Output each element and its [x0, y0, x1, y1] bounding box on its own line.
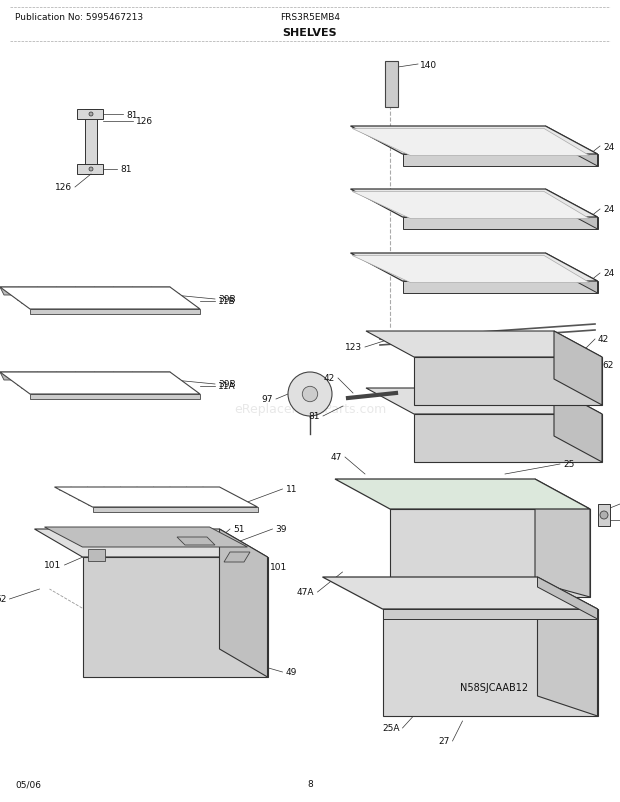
Polygon shape	[538, 577, 598, 619]
Text: 51: 51	[233, 525, 244, 534]
Text: 126: 126	[136, 117, 153, 127]
Text: 11: 11	[285, 485, 297, 494]
Text: 123: 123	[345, 343, 362, 352]
Polygon shape	[350, 253, 598, 282]
Polygon shape	[538, 577, 598, 716]
Polygon shape	[352, 129, 590, 156]
Text: 27: 27	[438, 736, 450, 746]
Polygon shape	[77, 110, 103, 119]
Polygon shape	[35, 529, 267, 557]
Polygon shape	[335, 480, 590, 509]
Polygon shape	[322, 577, 598, 610]
Polygon shape	[383, 610, 598, 716]
Text: eReplacementParts.com: eReplacementParts.com	[234, 403, 386, 416]
Polygon shape	[82, 557, 267, 677]
Polygon shape	[598, 504, 610, 526]
Polygon shape	[390, 509, 590, 517]
Text: 11A: 11A	[218, 382, 236, 391]
Text: 39: 39	[275, 525, 287, 534]
Polygon shape	[535, 480, 590, 597]
Text: 81: 81	[126, 111, 138, 119]
Polygon shape	[366, 388, 602, 415]
Polygon shape	[55, 488, 257, 508]
Text: 47: 47	[330, 453, 342, 462]
Polygon shape	[402, 282, 598, 294]
Text: 39B: 39B	[218, 380, 236, 389]
Text: 81: 81	[120, 165, 131, 174]
Polygon shape	[383, 610, 598, 619]
Text: 24: 24	[603, 269, 614, 278]
Text: 05/06: 05/06	[15, 780, 41, 788]
Text: 49: 49	[285, 668, 297, 677]
Text: 101: 101	[44, 561, 61, 569]
Polygon shape	[385, 62, 398, 107]
Text: 11B: 11B	[218, 297, 236, 306]
Polygon shape	[177, 537, 215, 545]
Circle shape	[600, 512, 608, 520]
Text: Publication No: 5995467213: Publication No: 5995467213	[15, 14, 143, 22]
Polygon shape	[0, 373, 200, 395]
Polygon shape	[0, 373, 174, 380]
Polygon shape	[352, 256, 590, 283]
Polygon shape	[77, 164, 103, 175]
Polygon shape	[546, 190, 598, 229]
Text: 47A: 47A	[297, 588, 314, 597]
Circle shape	[89, 168, 93, 172]
Text: 101: 101	[270, 563, 287, 572]
Polygon shape	[85, 110, 97, 175]
Polygon shape	[224, 553, 250, 562]
Text: 97: 97	[262, 395, 273, 404]
Text: 81: 81	[309, 412, 320, 421]
Polygon shape	[366, 331, 602, 358]
Circle shape	[89, 113, 93, 117]
Polygon shape	[219, 529, 267, 677]
Polygon shape	[350, 190, 598, 217]
Text: 25A: 25A	[382, 723, 399, 732]
Polygon shape	[546, 127, 598, 167]
Circle shape	[303, 387, 317, 402]
Text: 24: 24	[603, 205, 614, 214]
Text: 8: 8	[307, 780, 313, 788]
Text: 24: 24	[603, 142, 614, 152]
Polygon shape	[554, 388, 602, 463]
Polygon shape	[402, 217, 598, 229]
Polygon shape	[352, 192, 590, 219]
Polygon shape	[0, 288, 174, 296]
Text: SHELVES: SHELVES	[283, 28, 337, 38]
Text: 42: 42	[324, 374, 335, 383]
Text: FRS3R5EMB4: FRS3R5EMB4	[280, 14, 340, 22]
Text: 140: 140	[420, 60, 437, 70]
Text: 42: 42	[598, 335, 609, 344]
Polygon shape	[350, 127, 598, 155]
Polygon shape	[0, 288, 200, 310]
Polygon shape	[390, 509, 590, 597]
Polygon shape	[30, 310, 200, 314]
Text: 62: 62	[602, 361, 613, 370]
Text: 39B: 39B	[218, 295, 236, 304]
Polygon shape	[414, 358, 602, 406]
Text: N58SJCAAB12: N58SJCAAB12	[460, 683, 528, 692]
Polygon shape	[87, 549, 105, 561]
Circle shape	[288, 373, 332, 416]
Text: 52: 52	[0, 595, 6, 604]
Text: 25: 25	[563, 460, 574, 469]
Polygon shape	[30, 395, 200, 399]
Polygon shape	[546, 253, 598, 294]
Polygon shape	[45, 528, 247, 547]
Text: 126: 126	[55, 184, 72, 192]
Polygon shape	[92, 508, 257, 512]
Polygon shape	[402, 155, 598, 167]
Polygon shape	[554, 331, 602, 406]
Polygon shape	[414, 415, 602, 463]
